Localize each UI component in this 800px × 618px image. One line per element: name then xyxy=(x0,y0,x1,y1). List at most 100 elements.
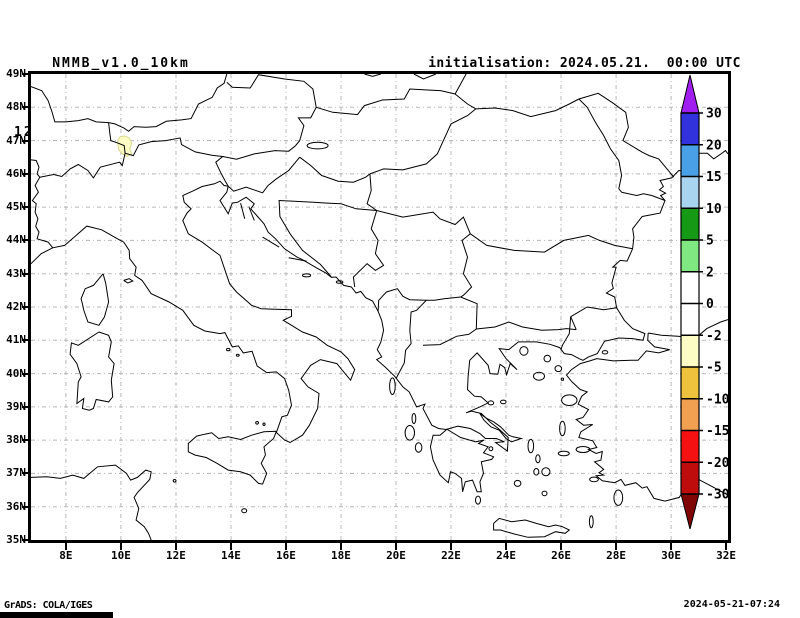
lat-label: 45N xyxy=(6,200,26,214)
island-outline xyxy=(306,141,329,150)
lat-label: 38N xyxy=(6,433,26,447)
lon-tick xyxy=(339,543,342,550)
coastline xyxy=(605,149,728,308)
coastline xyxy=(31,180,356,444)
initialisation-label: initialisation: 2024.05.21. 00:00 UTC xyxy=(428,56,741,71)
colorbar-level-label: 10 xyxy=(706,202,722,217)
coastline xyxy=(565,332,728,502)
colorbar-level-label: 15 xyxy=(706,170,722,185)
island-outline xyxy=(404,425,415,441)
colorbar-under-triangle xyxy=(680,493,700,530)
lon-label: 32E xyxy=(716,549,736,562)
lon-tick xyxy=(450,543,452,550)
coastline xyxy=(493,517,571,538)
colorbar-segment xyxy=(681,367,699,399)
country-border xyxy=(454,93,580,118)
coastline xyxy=(479,413,524,443)
country-border xyxy=(560,316,572,350)
colorbar-over-triangle xyxy=(680,74,700,114)
country-border xyxy=(578,92,675,178)
lon-label: 30E xyxy=(661,549,681,562)
island-outline xyxy=(557,450,570,457)
lat-tick xyxy=(22,73,29,75)
island-outline xyxy=(527,438,535,454)
island-outline xyxy=(226,347,231,352)
lat-label: 35N xyxy=(6,533,26,546)
lon-tick xyxy=(119,543,122,550)
lat-tick xyxy=(22,439,29,442)
lon-label: 8E xyxy=(59,549,73,562)
country-border xyxy=(476,321,577,331)
colorbar-segment xyxy=(681,208,699,240)
colorbar-segment xyxy=(681,240,699,272)
lon-label: 14E xyxy=(221,549,241,562)
colorbar-level-label: 2 xyxy=(706,265,714,280)
lat-tick xyxy=(22,472,29,475)
lat-tick xyxy=(22,339,29,342)
colorbar-level-label: 30 xyxy=(706,107,722,122)
lon-label: 18E xyxy=(331,549,351,562)
lat-tick xyxy=(22,505,29,508)
country-border xyxy=(278,199,332,278)
colorbar-segment xyxy=(681,144,699,177)
country-border xyxy=(352,210,385,288)
island-outline xyxy=(487,400,495,406)
colorbar-level-label: 20 xyxy=(706,138,722,153)
island-outline xyxy=(535,454,541,464)
lat-label: 36N xyxy=(6,499,26,513)
island-outline xyxy=(601,350,609,355)
coastline xyxy=(219,186,646,453)
lat-tick xyxy=(22,405,29,408)
grads-credit: GrADS: COLA/IGES xyxy=(4,600,93,611)
country-border xyxy=(395,296,461,379)
country-border xyxy=(299,156,371,183)
lon-tick xyxy=(395,543,397,550)
lat-label: 37N xyxy=(6,466,26,480)
lon-tick xyxy=(229,543,232,550)
country-border xyxy=(294,200,377,211)
lat-label: 42N xyxy=(6,300,26,313)
lon-label: 16E xyxy=(276,549,296,562)
island-outline xyxy=(543,354,552,363)
coastline xyxy=(248,206,255,221)
country-border xyxy=(454,74,467,95)
lon-tick xyxy=(615,543,618,550)
colorbar-level-label: 5 xyxy=(706,234,714,249)
country-border xyxy=(376,210,633,253)
creation-timestamp: 2024-05-21-07:24 xyxy=(683,599,780,610)
island-outline xyxy=(575,446,591,453)
coastline xyxy=(240,202,246,219)
country-border xyxy=(621,191,666,201)
coastline xyxy=(262,236,280,248)
island-outline xyxy=(255,421,260,425)
lat-label: 40N xyxy=(6,366,26,380)
colorbar-level-label: -2 xyxy=(706,329,722,344)
lon-label: 26E xyxy=(551,549,571,562)
coastline xyxy=(69,331,115,411)
colorbar-segment xyxy=(681,271,699,304)
colorbar-level-label: 0 xyxy=(706,297,714,312)
island-outline xyxy=(533,468,540,476)
coastline xyxy=(187,430,277,485)
colorbar-segment xyxy=(681,113,699,145)
island-outline xyxy=(262,422,266,426)
island-outline xyxy=(533,371,545,381)
colorbar-level-label: -10 xyxy=(706,392,730,407)
lon-label: 10E xyxy=(111,549,131,562)
country-border xyxy=(31,159,54,249)
lon-label: 24E xyxy=(496,549,516,562)
island-outline xyxy=(389,377,396,396)
island-outline xyxy=(500,399,507,405)
lat-label: 39N xyxy=(6,399,26,413)
island-outline xyxy=(241,508,248,514)
lat-label: 46N xyxy=(6,166,26,180)
lon-tick xyxy=(284,543,287,550)
island-outline xyxy=(302,273,312,278)
lat-label: 47N xyxy=(6,133,26,147)
colorbar-level-label: -5 xyxy=(706,361,722,376)
lon-label: 28E xyxy=(606,549,626,562)
country-border xyxy=(227,156,301,194)
coastline-map-svg xyxy=(31,74,728,540)
